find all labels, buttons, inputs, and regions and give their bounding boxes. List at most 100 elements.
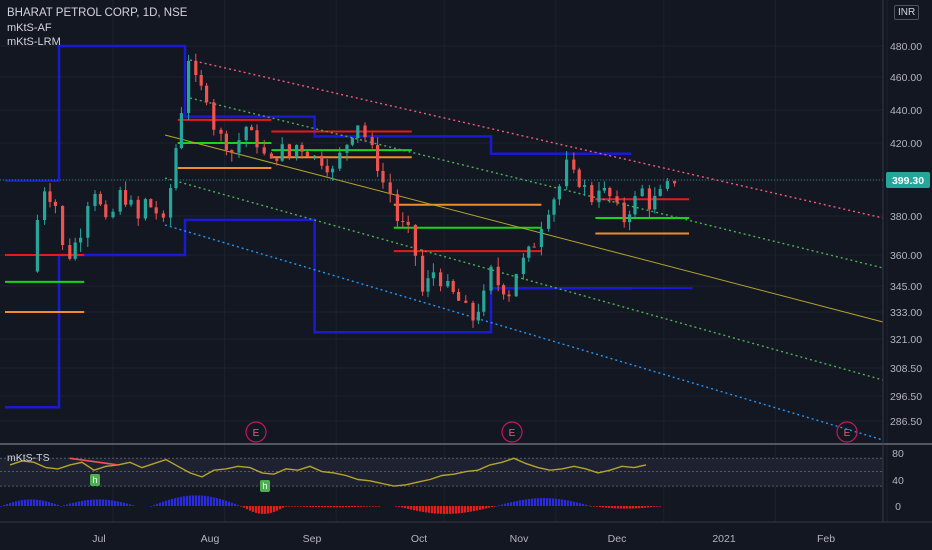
oscillator-hist-bar — [210, 496, 213, 506]
indicator-label-af[interactable]: mKtS-AF — [7, 22, 52, 34]
time-tick-label: Oct — [411, 533, 427, 545]
oscillator-hist-bar — [267, 506, 270, 514]
oscillator-hist-bar — [599, 506, 602, 508]
oscillator-hist-bar — [168, 499, 171, 506]
candle-body — [421, 255, 425, 292]
candle-body — [496, 266, 500, 286]
indicator-label-lrm[interactable]: mKtS-LRM — [7, 36, 61, 48]
oscillator-hist-bar — [623, 506, 626, 509]
symbol-title[interactable]: BHARAT PETROL CORP, 1D, NSE — [7, 7, 188, 19]
candle-body — [61, 205, 65, 246]
oscillator-hist-bar — [348, 506, 351, 508]
candle-body — [446, 280, 450, 287]
oscillator-hist-bar — [174, 498, 177, 506]
oscillator-hist-bar — [111, 500, 114, 506]
currency-badge[interactable]: INR — [894, 5, 920, 20]
oscillator-hist-bar — [24, 499, 27, 506]
oscillator-hist-bar — [120, 502, 123, 506]
oscillator-hist-bar — [57, 504, 60, 506]
oscillator-hist-bar — [171, 498, 174, 506]
oscillator-hist-bar — [357, 506, 360, 507]
oscillator-hist-bar — [315, 506, 318, 508]
oscillator-hist-bar — [18, 500, 21, 506]
candle-body — [507, 294, 511, 297]
candle-body — [628, 214, 632, 223]
oscillator-hist-bar — [231, 502, 234, 506]
oscillator-hist-bar — [534, 498, 537, 506]
candle-body — [388, 182, 392, 195]
candle-body — [219, 129, 223, 134]
h-marker-1 — [90, 474, 100, 486]
oscillator-label[interactable]: mKtS-TS — [7, 452, 50, 464]
oscillator-hist-bar — [156, 503, 159, 506]
box-top-line — [5, 44, 632, 182]
oscillator-hist-bar — [398, 506, 401, 507]
oscillator-hist-bar — [485, 506, 488, 509]
last-price-tag — [886, 172, 930, 188]
price-tick-label: 420.00 — [890, 138, 922, 150]
oscillator-hist-bar — [183, 496, 186, 506]
regression-line — [164, 134, 884, 323]
candle-body — [104, 204, 108, 218]
oscillator-hist-bar — [150, 506, 153, 507]
oscillator-hist-bar — [467, 506, 470, 513]
channel-lower-green-line — [164, 177, 884, 381]
oscillator-hist-bar — [582, 503, 585, 506]
oscillator-hist-bar — [102, 499, 105, 506]
candle-body — [552, 199, 556, 215]
oscillator-hist-bar — [605, 506, 608, 508]
oscillator-hist-bar — [464, 506, 467, 513]
oscillator-hist-bar — [288, 506, 291, 507]
oscillator-hist-bar — [473, 506, 476, 512]
candle-body — [174, 148, 178, 189]
oscillator-hist-bar — [291, 506, 294, 507]
price-tick-label: 333.00 — [890, 307, 922, 319]
oscillator-hist-bar — [90, 499, 93, 506]
oscillator-hist-bar — [656, 506, 659, 507]
oscillator-hist-bar — [264, 506, 267, 514]
oscillator-hist-bar — [644, 506, 647, 508]
candle-body — [653, 195, 657, 210]
oscillator-hist-bar — [561, 499, 564, 506]
candle-body — [590, 185, 594, 203]
oscillator-hist-bar — [641, 506, 644, 508]
candle-body — [194, 60, 198, 76]
oscillator-hist-bar — [488, 506, 491, 508]
earnings-marker-label: E — [844, 428, 851, 439]
oscillator-hist-bar — [273, 506, 276, 512]
candle-body — [205, 85, 209, 103]
candle-body — [539, 228, 543, 248]
candle-body — [305, 151, 309, 157]
oscillator-hist-bar — [3, 504, 6, 506]
candle-body — [547, 214, 551, 229]
oscillator-hist-bar — [45, 501, 48, 506]
candle-body — [363, 125, 367, 138]
oscillator-hist-bar — [261, 506, 264, 514]
oscillator-hist-bar — [501, 504, 504, 506]
oscillator-hist-bar — [69, 503, 72, 506]
oscillator-hist-bar — [84, 500, 87, 506]
oscillator-hist-bar — [579, 503, 582, 506]
oscillator-hist-bar — [476, 506, 479, 511]
oscillator-hist-bar — [507, 502, 510, 506]
candle-body — [482, 290, 486, 312]
candle-body — [532, 246, 536, 248]
oscillator-hist-bar — [573, 501, 576, 506]
price-tick-label: 296.50 — [890, 391, 922, 403]
oscillator-hist-bar — [543, 498, 546, 506]
level-lines — [5, 44, 693, 409]
candle-body — [149, 199, 153, 208]
oscillator-hist-bar — [602, 506, 605, 508]
candle-body — [602, 187, 606, 191]
oscillator-hist-bar — [369, 506, 372, 507]
oscillator-tick-label: 40 — [892, 475, 904, 487]
oscillator-hist-bar — [114, 500, 117, 506]
candle-body — [401, 221, 405, 223]
price-tick-label: 380.00 — [890, 211, 922, 223]
candle-body — [572, 159, 576, 170]
oscillator-hist-bar — [428, 506, 431, 513]
price-tick-label: 360.00 — [890, 250, 922, 262]
oscillator-hist-bar — [15, 501, 18, 506]
